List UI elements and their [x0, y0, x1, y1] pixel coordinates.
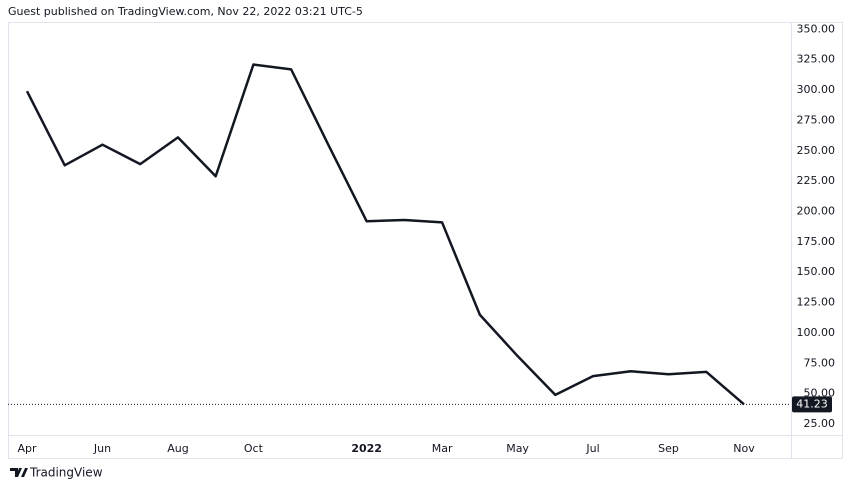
x-tick-label: Oct: [244, 442, 264, 455]
x-tick-label: Nov: [733, 442, 755, 455]
y-tick-label: 350.00: [797, 22, 836, 35]
y-tick-label: 250.00: [797, 144, 836, 157]
y-tick-label: 100.00: [797, 326, 836, 339]
y-tick-label: 325.00: [797, 53, 836, 66]
x-tick-label: Aug: [167, 442, 188, 455]
x-tick-label: Mar: [432, 442, 453, 455]
y-tick-label: 75.00: [804, 356, 836, 369]
x-tick-label: May: [506, 442, 529, 455]
logo: TradingView: [10, 466, 103, 480]
x-tick-label: 2022: [351, 442, 382, 455]
last-price-label: 41.23: [796, 397, 828, 410]
x-tick-label: Jul: [585, 442, 599, 455]
x-tick-label: Jun: [93, 442, 111, 455]
y-tick-label: 200.00: [797, 204, 836, 217]
y-tick-label: 125.00: [797, 296, 836, 309]
y-tick-label: 275.00: [797, 113, 836, 126]
y-tick-label: 300.00: [797, 83, 836, 96]
chart-title: Guest published on TradingView.com, Nov …: [8, 5, 363, 18]
y-tick-label: 225.00: [797, 174, 836, 187]
y-tick-label: 175.00: [797, 235, 836, 248]
logo-mark: [10, 468, 28, 477]
brand: TradingView: [29, 466, 103, 480]
y-tick-label: 25.00: [804, 417, 836, 430]
frame: [8, 22, 843, 459]
x-tick-label: Apr: [17, 442, 37, 455]
last-price-badge: [792, 396, 832, 413]
price-line: [25, 63, 745, 406]
x-tick-label: Sep: [658, 442, 679, 455]
y-tick-label: 150.00: [797, 265, 836, 278]
